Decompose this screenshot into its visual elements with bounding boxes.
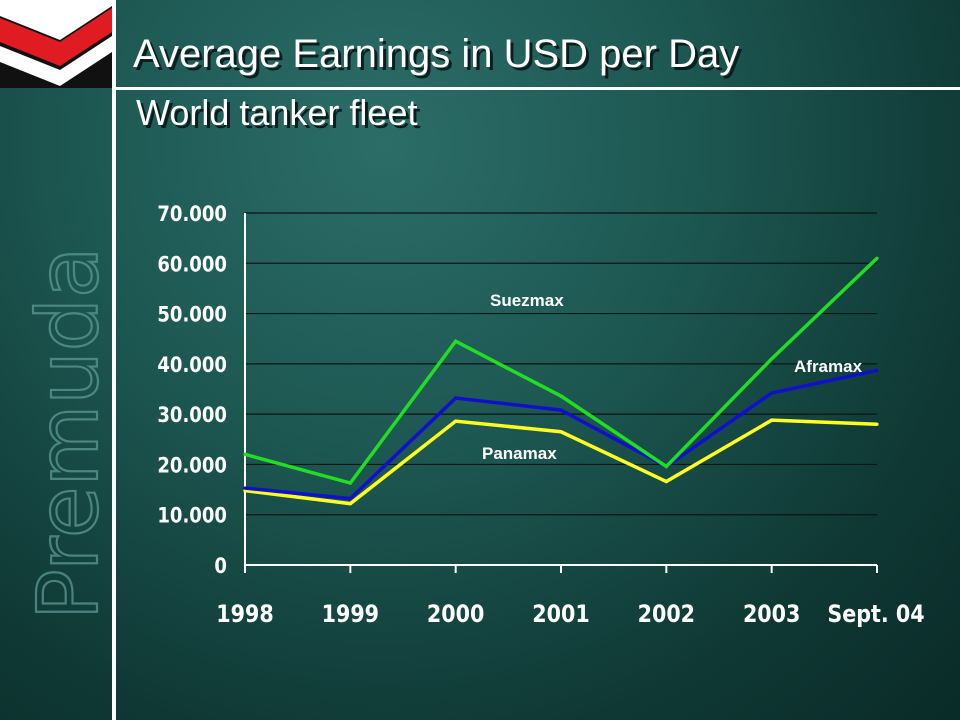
data-point-aframax bbox=[348, 497, 352, 501]
series-labels: Suezmax Aframax Panamax bbox=[482, 291, 863, 463]
x-tick-label: 1999 bbox=[322, 601, 379, 629]
y-tick-label: 60.000 bbox=[157, 252, 227, 277]
data-point-suezmax bbox=[243, 452, 247, 456]
x-tick-label: 1998 bbox=[216, 601, 273, 629]
series-label-aframax: Aframax bbox=[794, 357, 863, 376]
data-point-suezmax bbox=[875, 256, 879, 260]
series-lines bbox=[243, 256, 879, 506]
gridlines bbox=[245, 212, 877, 516]
data-point-suezmax bbox=[454, 339, 458, 343]
chart-subtitle: World tanker fleet bbox=[136, 92, 418, 133]
axes bbox=[244, 213, 878, 573]
x-tick-label: 2001 bbox=[532, 601, 589, 629]
data-point-panamax bbox=[875, 422, 879, 426]
series-label-panamax: Panamax bbox=[482, 444, 557, 463]
y-tick-label: 70.000 bbox=[157, 202, 227, 227]
header-divider bbox=[116, 87, 960, 90]
data-point-aframax bbox=[243, 486, 247, 490]
data-point-panamax bbox=[348, 502, 352, 506]
series-label-suezmax: Suezmax bbox=[490, 291, 564, 310]
y-tick-label: 50.000 bbox=[157, 302, 227, 327]
data-point-aframax bbox=[875, 368, 879, 372]
data-point-panamax bbox=[559, 430, 563, 434]
y-tick-label: 40.000 bbox=[157, 353, 227, 378]
vertical-divider bbox=[112, 0, 116, 720]
data-point-suezmax bbox=[770, 357, 774, 361]
x-tick-label: 2003 bbox=[743, 601, 800, 629]
data-point-suezmax bbox=[348, 481, 352, 485]
x-tick-label: 2000 bbox=[427, 601, 484, 629]
data-point-panamax bbox=[664, 479, 668, 484]
y-tick-label: 0 bbox=[214, 554, 227, 579]
data-point-panamax bbox=[454, 419, 458, 423]
tick-labels: 0 10.000 20.000 30.000 40.000 50.000 60.000 70.… bbox=[157, 202, 924, 629]
premuda-logo bbox=[0, 0, 112, 88]
data-point-suezmax bbox=[664, 464, 668, 469]
data-point-aframax bbox=[770, 391, 774, 395]
x-tick-label: Sept. 04 bbox=[827, 601, 924, 629]
chart-title: Average Earnings in USD per Day bbox=[133, 32, 740, 76]
data-point-suezmax bbox=[559, 394, 563, 398]
data-point-panamax bbox=[770, 418, 774, 422]
x-tick-label: 2002 bbox=[638, 601, 695, 629]
premuda-logo-mark bbox=[0, 0, 112, 86]
y-tick-label: 20.000 bbox=[157, 453, 227, 478]
data-point-aframax bbox=[454, 396, 458, 400]
y-tick-label: 10.000 bbox=[157, 503, 227, 528]
y-tick-label: 30.000 bbox=[157, 403, 227, 428]
data-point-aframax bbox=[559, 408, 563, 412]
